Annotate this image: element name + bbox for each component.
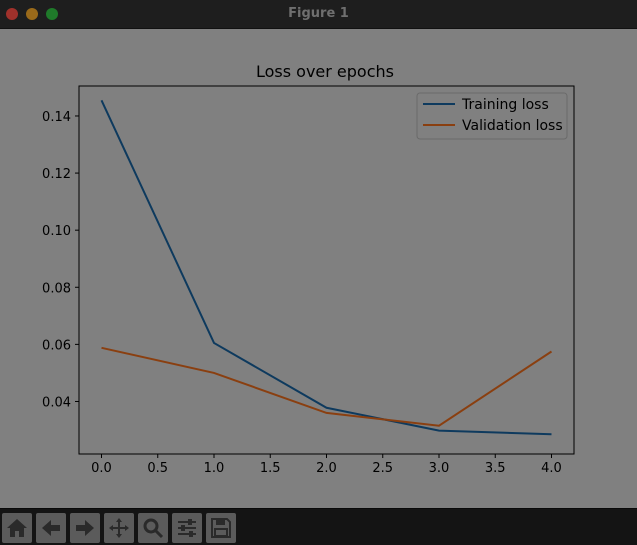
axis-ticks: 0.0 0.5 1.0 1.5 2.0 2.5 3.0 3.5 4.0 0.04 0.06 0.08 0… bbox=[42, 110, 562, 476]
back-button[interactable] bbox=[36, 513, 66, 543]
x-tick-label: 0.0 bbox=[91, 461, 112, 476]
axes-frame bbox=[78, 85, 575, 455]
series-lines bbox=[100, 99, 553, 436]
chart-title: Loss over epochs bbox=[256, 62, 394, 81]
y-tick-label: 0.10 bbox=[42, 224, 71, 239]
series-line-training bbox=[100, 99, 552, 436]
home-icon bbox=[7, 519, 27, 537]
y-tick-label: 0.08 bbox=[42, 281, 71, 296]
zoom-magnifier-icon bbox=[143, 518, 164, 539]
y-tick-label: 0.04 bbox=[42, 395, 71, 410]
back-arrow-icon bbox=[42, 520, 60, 536]
forward-arrow-icon bbox=[76, 520, 94, 536]
save-floppy-icon bbox=[211, 518, 231, 538]
x-tick-label: 2.0 bbox=[316, 461, 337, 476]
window-title: Figure 1 bbox=[288, 6, 349, 21]
y-tick-label: 0.06 bbox=[42, 338, 71, 353]
y-tick-label: 0.14 bbox=[42, 110, 71, 125]
legend-label-validation: Validation loss bbox=[462, 118, 563, 134]
x-tick-label: 3.5 bbox=[485, 461, 506, 476]
pan-button[interactable] bbox=[104, 513, 134, 543]
pan-move-icon bbox=[109, 518, 129, 538]
maximize-window-button[interactable] bbox=[46, 8, 58, 20]
x-tick-label: 2.5 bbox=[372, 461, 393, 476]
close-window-button[interactable] bbox=[6, 8, 18, 20]
y-tick-label: 0.12 bbox=[42, 167, 71, 182]
configure-subplots-icon bbox=[178, 519, 196, 537]
x-tick-label: 1.0 bbox=[204, 461, 225, 476]
configure-subplots-button[interactable] bbox=[172, 513, 202, 543]
save-button[interactable] bbox=[206, 513, 236, 543]
series-line-validation bbox=[101, 346, 553, 427]
home-button[interactable] bbox=[2, 513, 32, 543]
title-bar: Figure 1 bbox=[0, 0, 637, 29]
legend-label-training: Training loss bbox=[461, 97, 549, 113]
x-tick-label: 4.0 bbox=[541, 461, 562, 476]
forward-button[interactable] bbox=[70, 513, 100, 543]
legend: Training loss Validation loss bbox=[416, 92, 568, 140]
zoom-button[interactable] bbox=[138, 513, 168, 543]
x-tick-label: 3.0 bbox=[429, 461, 450, 476]
x-tick-label: 1.5 bbox=[260, 461, 281, 476]
minimize-window-button[interactable] bbox=[26, 8, 38, 20]
line-chart: Loss over epochs 0.0 0.5 1.0 1.5 2.0 2.5 3.0 3.… bbox=[42, 62, 575, 476]
x-tick-label: 0.5 bbox=[147, 461, 168, 476]
figure-canvas[interactable]: Loss over epochs 0.0 0.5 1.0 1.5 2.0 2.5 3.0 3.… bbox=[0, 29, 637, 508]
navigation-toolbar bbox=[0, 508, 637, 545]
